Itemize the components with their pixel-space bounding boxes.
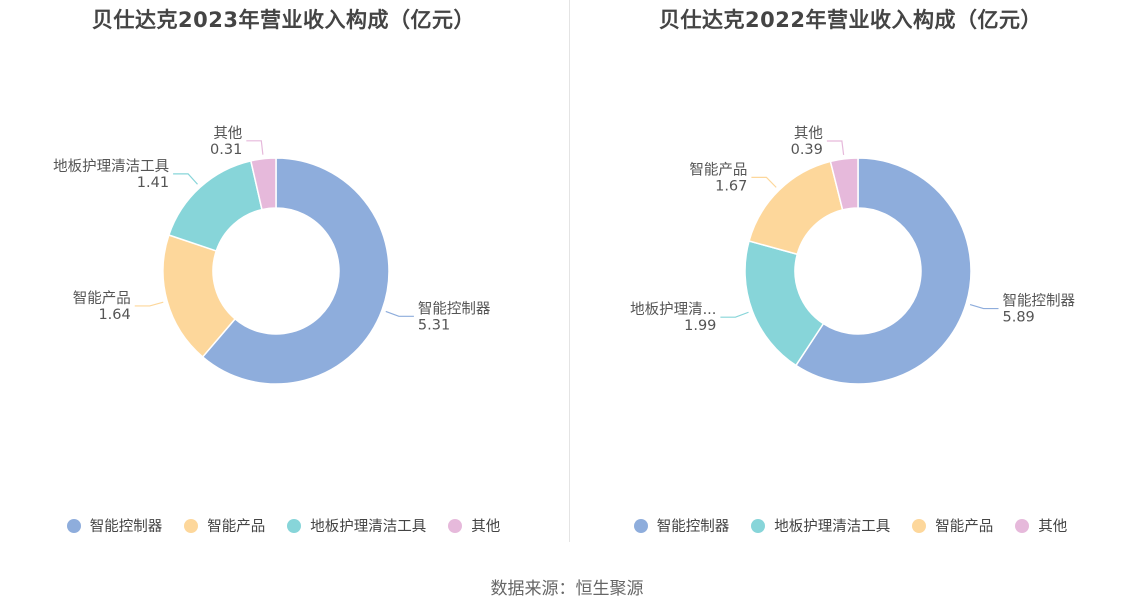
legend-2022: 智能控制器 地板护理清洁工具 智能产品 其他 — [567, 515, 1134, 537]
legend-marker-icon — [912, 518, 927, 533]
leader-line — [246, 140, 264, 155]
legend-label: 地板护理清洁工具 — [310, 519, 427, 535]
chart-title: 贝仕达克2022年营业收入构成（亿元） — [659, 8, 1042, 32]
slice-label: 智能产品 — [73, 290, 131, 307]
legend-marker-icon — [751, 518, 766, 533]
legend-2023: 智能控制器 智能产品 地板护理清洁工具 其他 — [0, 515, 567, 537]
legend-label: 智能控制器 — [89, 519, 163, 535]
leader-line — [385, 310, 414, 317]
legend-item[interactable]: 智能控制器 — [633, 515, 730, 536]
chart-panel-2022: 贝仕达克2022年营业收入构成（亿元） 智能控制器 5.89 地板护理清... 1.9… — [567, 0, 1134, 545]
legend-label: 智能产品 — [207, 519, 266, 535]
slice-value-label: 5.31 — [418, 317, 450, 333]
legend-marker-icon — [287, 518, 302, 533]
legend-item[interactable]: 智能产品 — [184, 515, 265, 536]
legend-label: 智能控制器 — [656, 519, 730, 535]
slice-label: 其他 — [794, 125, 823, 142]
pie-slice — [744, 240, 825, 367]
slice-value-label: 5.89 — [1003, 310, 1035, 326]
slice-value-label: 1.41 — [137, 175, 169, 191]
slice-label: 地板护理清... — [630, 300, 716, 318]
slice-value-label: 1.99 — [684, 318, 716, 334]
legend-item[interactable]: 其他 — [448, 515, 500, 536]
pie-slice — [829, 157, 859, 211]
slice-label: 智能控制器 — [418, 300, 491, 317]
leader-line — [826, 140, 845, 155]
slice-label: 地板护理清洁工具 — [53, 157, 169, 175]
slice-label: 智能产品 — [689, 161, 747, 178]
legend-item[interactable]: 其他 — [1015, 515, 1067, 536]
pie-slice — [249, 157, 277, 211]
leader-line — [720, 311, 749, 318]
legend-marker-icon — [184, 518, 199, 533]
legend-item[interactable]: 地板护理清洁工具 — [751, 515, 890, 536]
leader-line — [969, 303, 999, 310]
legend-item[interactable]: 智能产品 — [912, 515, 993, 536]
leader-line — [751, 176, 777, 188]
legend-marker-icon — [1015, 518, 1030, 533]
legend-item[interactable]: 地板护理清洁工具 — [287, 515, 426, 536]
chart-panel-2023: 贝仕达克2023年营业收入构成（亿元） 智能控制器 5.31 智能产品 1.64 地板护… — [0, 0, 567, 545]
pie-slice — [748, 160, 844, 256]
data-source-note: 数据来源：恒生聚源 — [490, 579, 644, 599]
chart-title: 贝仕达克2023年营业收入构成（亿元） — [92, 8, 475, 32]
legend-label: 其他 — [1038, 519, 1068, 535]
slice-label: 智能控制器 — [1003, 293, 1076, 310]
pie-slice — [794, 157, 972, 385]
legend-marker-icon — [448, 518, 463, 533]
slice-value-label: 0.39 — [791, 142, 823, 158]
slice-value-label: 0.31 — [210, 142, 242, 158]
legend-label: 地板护理清洁工具 — [774, 519, 891, 535]
leader-line — [134, 301, 164, 307]
panel-divider — [569, 0, 570, 542]
legend-marker-icon — [633, 518, 648, 533]
legend-label: 智能产品 — [935, 519, 994, 535]
leader-line — [173, 173, 198, 185]
legend-label: 其他 — [471, 519, 501, 535]
pie-slice — [201, 157, 390, 385]
slice-value-label: 1.64 — [98, 307, 130, 323]
legend-item[interactable]: 智能控制器 — [66, 515, 163, 536]
slice-label: 其他 — [213, 125, 242, 142]
slice-value-label: 1.67 — [715, 178, 747, 194]
legend-marker-icon — [66, 518, 81, 533]
